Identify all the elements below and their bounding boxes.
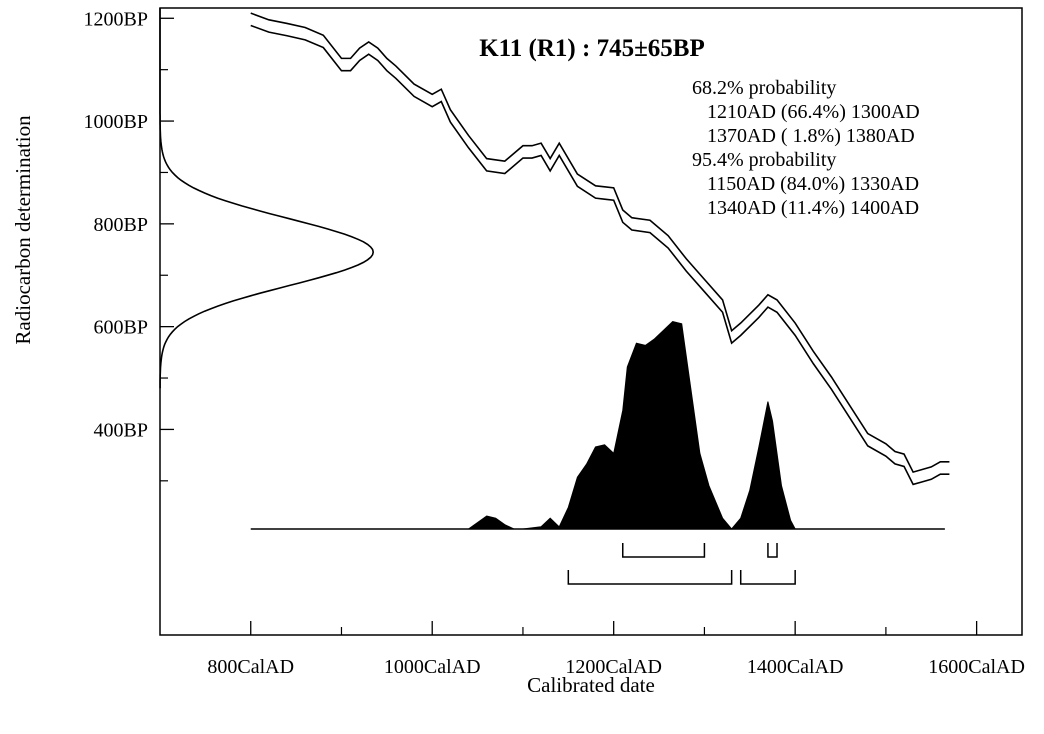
range-95-bracket xyxy=(567,570,733,585)
y-axis-title: Radiocarbon determination xyxy=(11,115,35,345)
y-tick-label: 600BP xyxy=(94,317,148,339)
y-tick-label: 1200BP xyxy=(84,8,148,30)
x-tick-label: 1200CalAD xyxy=(565,656,662,678)
x-tick-label: 800CalAD xyxy=(207,656,294,678)
calibrated-distribution xyxy=(466,321,797,530)
plot-area xyxy=(159,8,950,585)
probability-range: 1210AD (66.4%) 1300AD xyxy=(707,101,920,123)
probability-heading: 95.4% probability xyxy=(692,149,836,171)
calibration-curve-upper xyxy=(250,12,950,474)
x-axis-title: Calibrated date xyxy=(527,673,655,697)
x-tick-label: 1000CalAD xyxy=(384,656,481,678)
range-68-bracket xyxy=(767,543,778,558)
range-68-bracket xyxy=(622,543,706,558)
x-axis: 800CalAD 1000CalAD 1200CalAD 1400CalAD 1600C… xyxy=(207,621,1025,678)
y-axis: 1200BP 1000BP 800BP 600BP 400BP xyxy=(84,8,174,482)
radiocarbon-density-curve xyxy=(159,8,375,389)
y-tick-label: 800BP xyxy=(94,214,148,236)
probability-range: 1370AD ( 1.8%) 1380AD xyxy=(707,125,915,147)
probability-range: 1150AD (84.0%) 1330AD xyxy=(707,173,919,195)
probability-heading: 68.2% probability xyxy=(692,77,836,99)
y-tick-label: 1000BP xyxy=(84,111,148,133)
chart-title: K11 (R1) : 745±65BP xyxy=(479,35,705,62)
x-tick-label: 1600CalAD xyxy=(928,656,1025,678)
y-tick-label: 400BP xyxy=(94,419,148,441)
plot-frame xyxy=(159,7,1023,636)
x-tick-label: 1400CalAD xyxy=(747,656,844,678)
calibration-curve-lower xyxy=(250,24,950,486)
range-95-bracket xyxy=(739,570,796,585)
probability-range: 1340AD (11.4%) 1400AD xyxy=(707,197,919,219)
